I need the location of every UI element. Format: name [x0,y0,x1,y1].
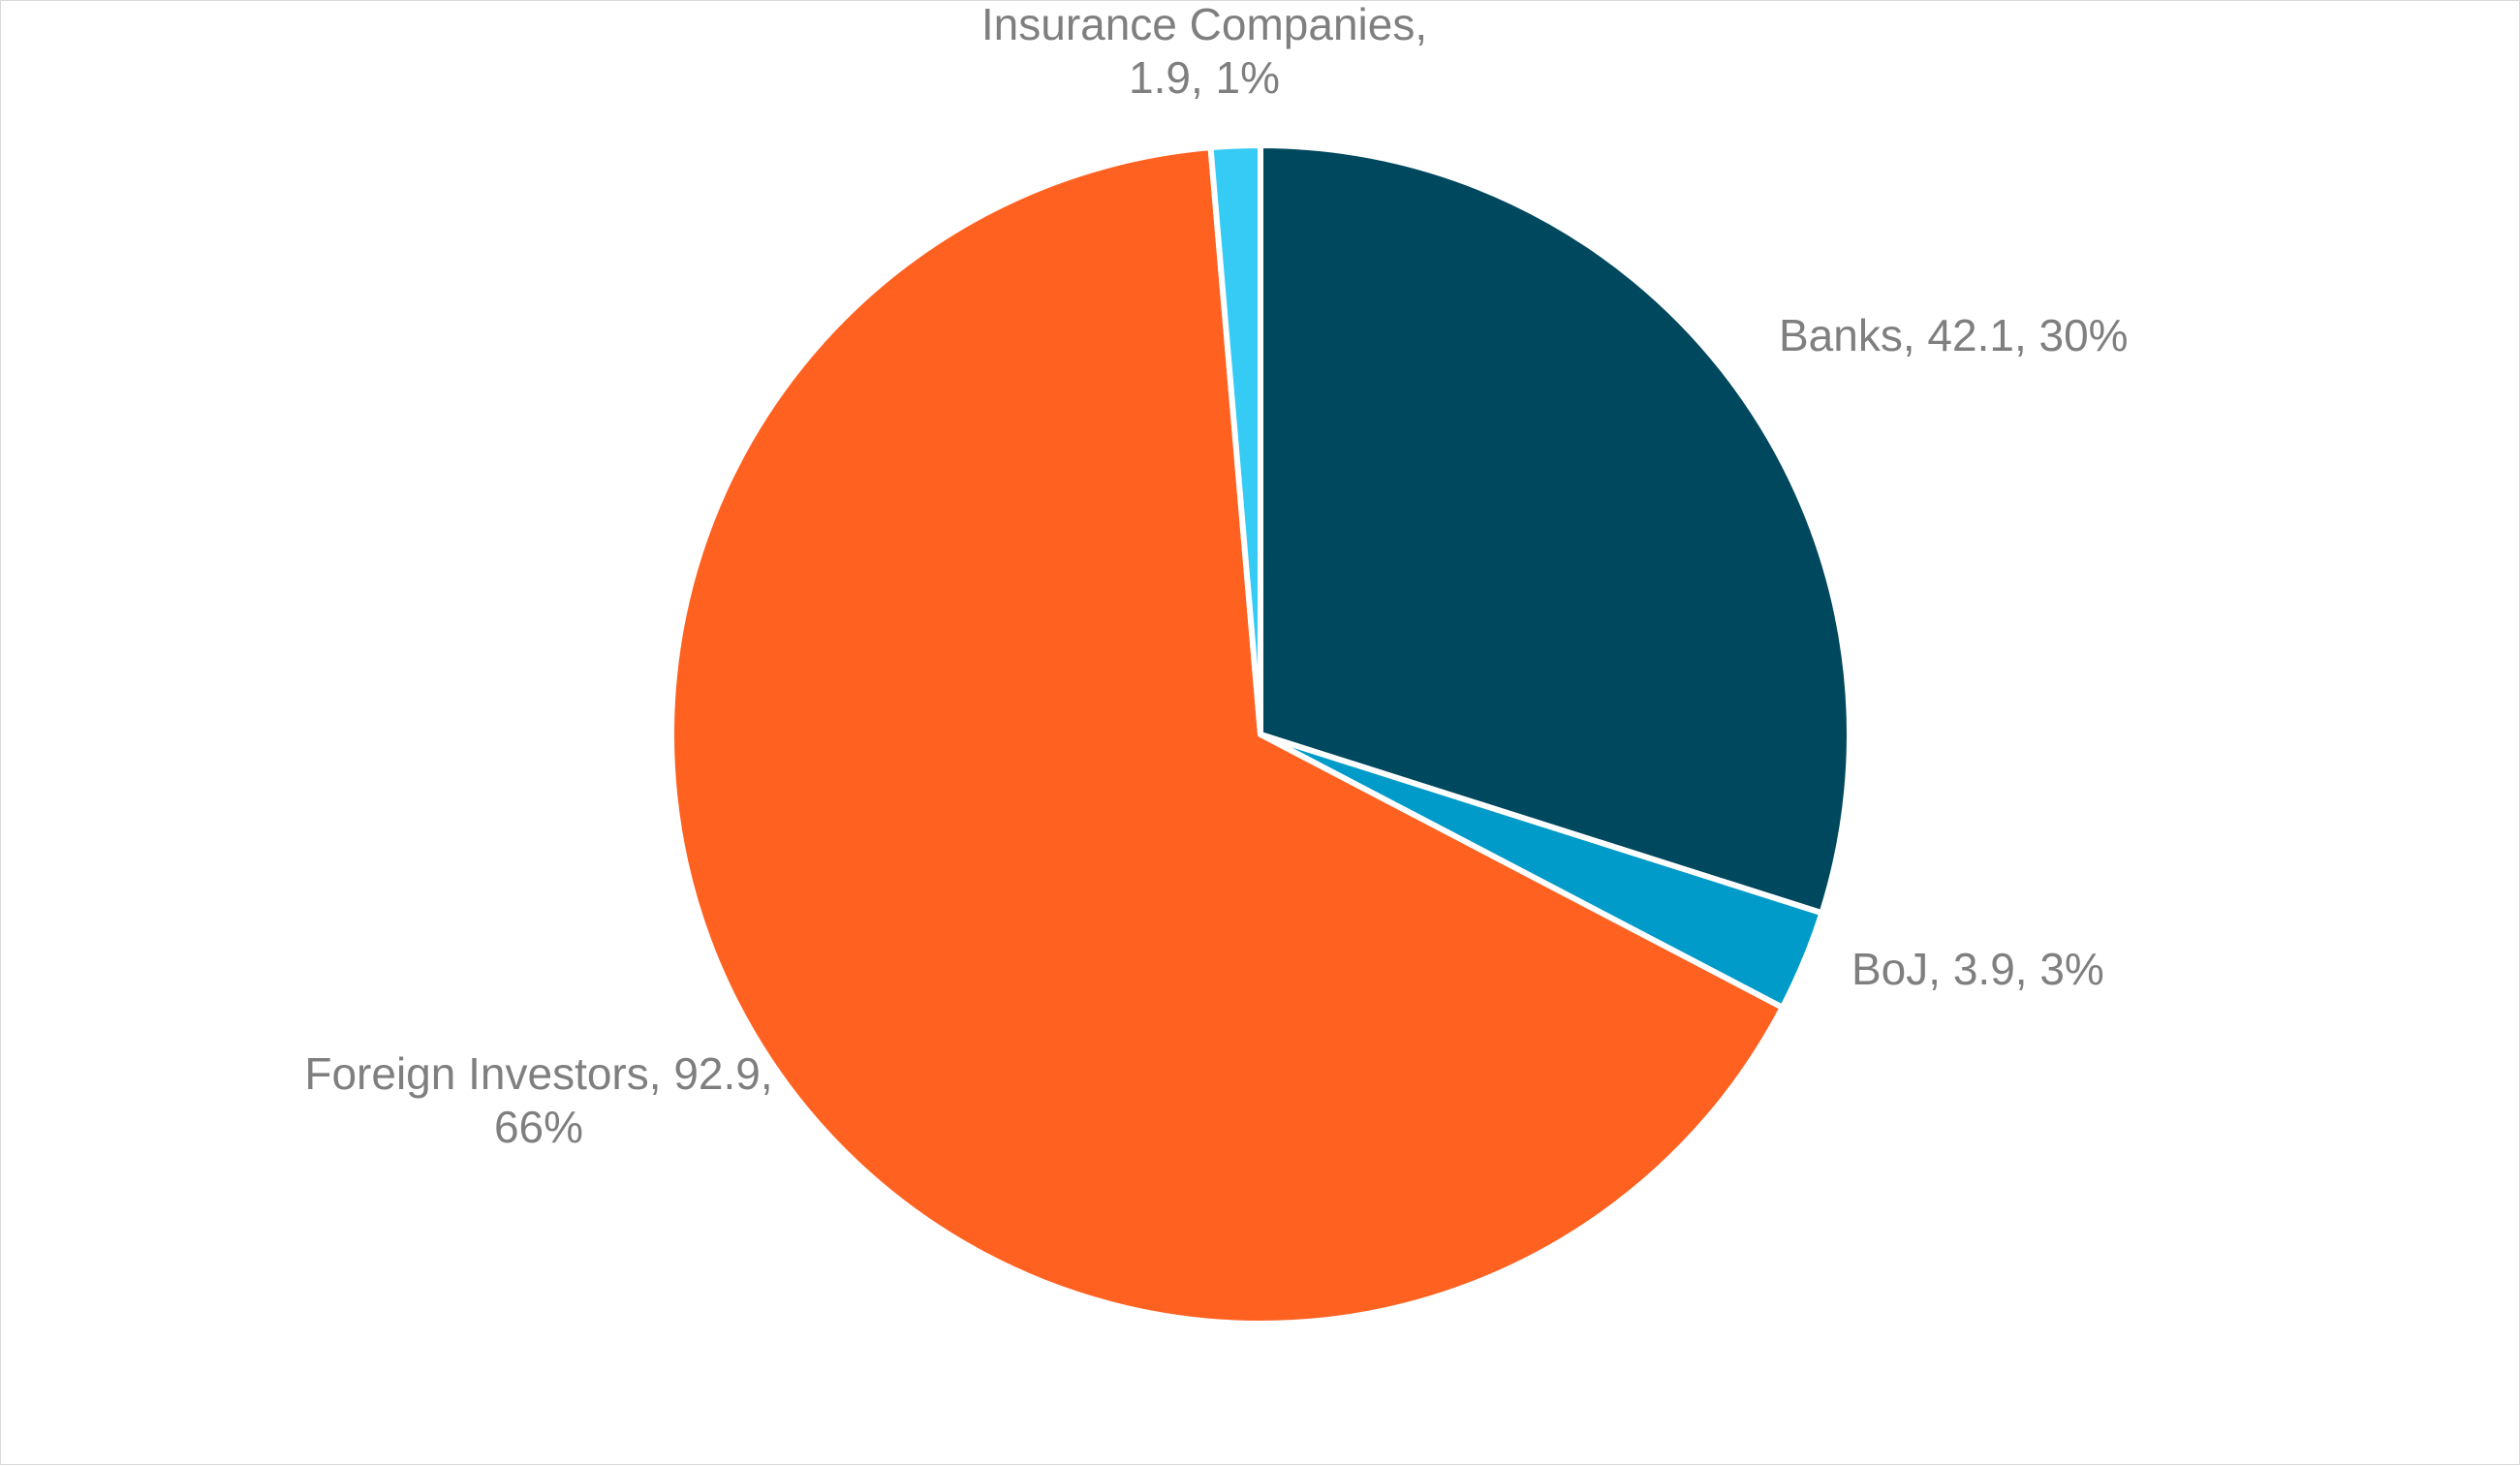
data-label-boj: BoJ, 3.9, 3% [1851,944,2104,994]
data-label-line: Banks, 42.1, 30% [1779,310,2129,360]
data-label-line: 66% [494,1102,583,1152]
labels-layer: Banks, 42.1, 30% BoJ, 3.9, 3% Foreign Inve… [304,1,2128,1152]
pie-slice-insurance-companies [1207,141,1263,737]
data-label-insurance-companies: Insurance Companies, 1.9, 1% [981,1,1427,103]
pie-slice-foreign-investors [668,144,1786,1326]
data-label-foreign-investors: Foreign Investors, 92.9, 66% [304,1048,772,1152]
data-label-line: 1.9, 1% [1129,52,1280,103]
data-label-banks: Banks, 42.1, 30% [1779,310,2129,360]
pie-slice-banks [1258,142,1852,917]
slices-layer [668,141,1852,1326]
data-label-line: BoJ, 3.9, 3% [1851,944,2104,994]
data-label-line: Insurance Companies, [981,1,1427,49]
data-label-line: Foreign Investors, 92.9, [304,1048,772,1099]
